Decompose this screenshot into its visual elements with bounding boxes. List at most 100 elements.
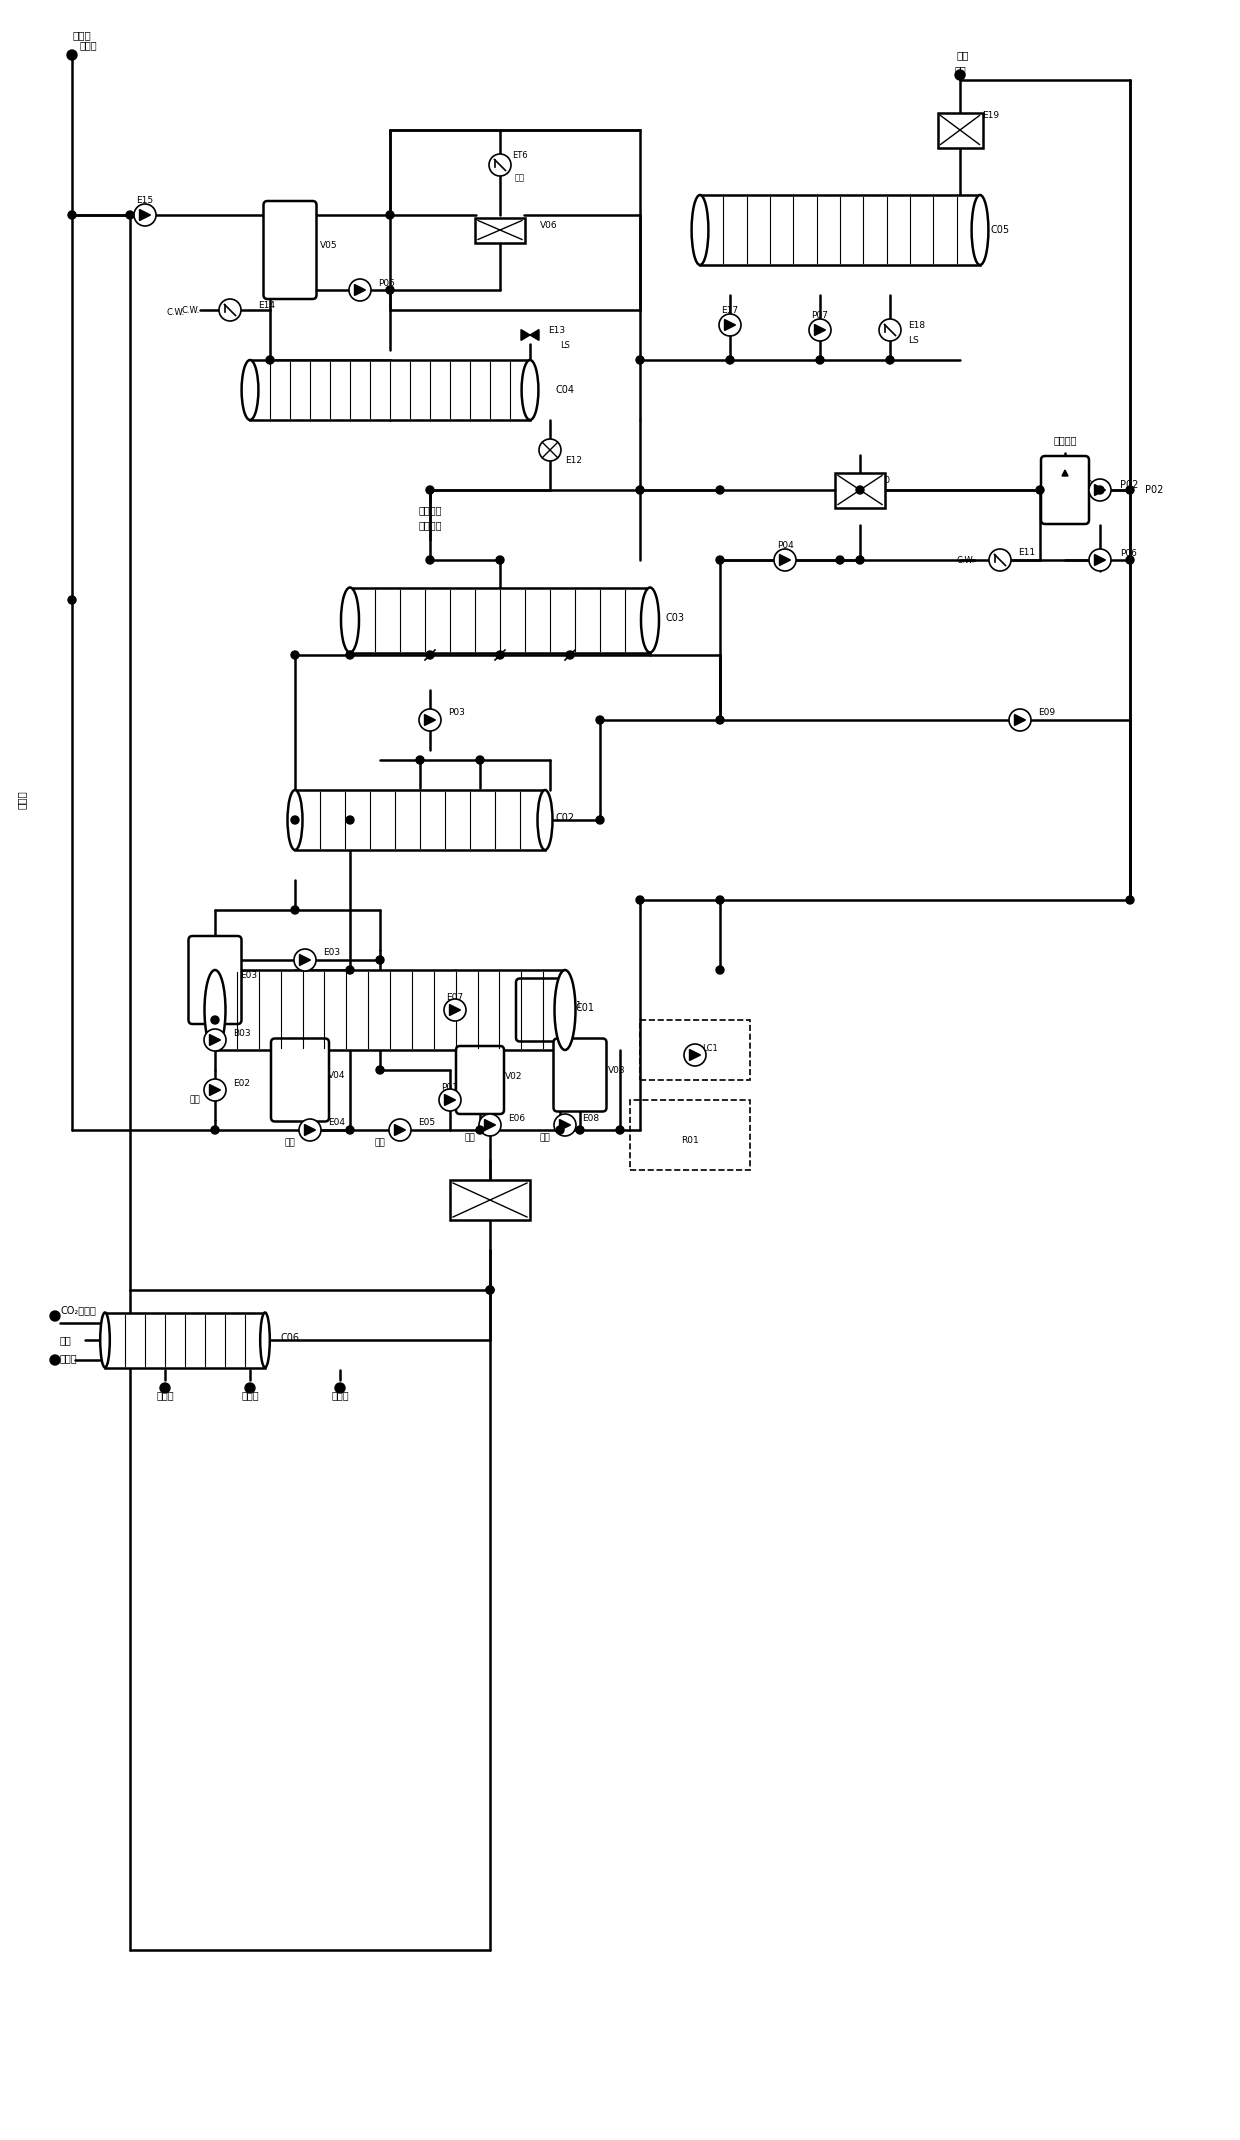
Circle shape	[205, 1079, 226, 1100]
Text: E02: E02	[233, 1079, 250, 1087]
Text: 酸性气: 酸性气	[72, 30, 91, 41]
Text: E10: E10	[873, 475, 890, 484]
Text: P02: P02	[1120, 479, 1138, 490]
Ellipse shape	[522, 360, 538, 419]
Bar	[475, 218, 525, 242]
Ellipse shape	[205, 969, 226, 1051]
FancyBboxPatch shape	[456, 1046, 503, 1115]
Circle shape	[719, 315, 742, 336]
Polygon shape	[1095, 554, 1106, 565]
Circle shape	[596, 717, 604, 723]
Circle shape	[211, 1016, 219, 1025]
Text: C.W.: C.W.	[956, 556, 975, 565]
Text: C06: C06	[280, 1333, 299, 1344]
Text: 燃料气: 燃料气	[331, 1391, 348, 1400]
Circle shape	[346, 815, 353, 824]
Polygon shape	[300, 954, 310, 965]
Circle shape	[68, 212, 76, 218]
Ellipse shape	[242, 360, 258, 419]
Text: V05: V05	[320, 240, 337, 250]
Ellipse shape	[341, 588, 360, 653]
Bar	[105, 1312, 265, 1367]
Circle shape	[476, 755, 484, 764]
Text: V01: V01	[565, 1002, 583, 1010]
Circle shape	[856, 556, 864, 565]
Polygon shape	[355, 285, 366, 295]
Bar	[295, 790, 546, 850]
Circle shape	[476, 1126, 484, 1134]
Circle shape	[346, 1126, 353, 1134]
Text: V02: V02	[505, 1072, 522, 1081]
Text: E03: E03	[241, 972, 257, 980]
Circle shape	[219, 300, 241, 321]
Circle shape	[427, 651, 434, 659]
Circle shape	[879, 319, 901, 340]
Circle shape	[346, 651, 353, 659]
Text: 燃料气: 燃料气	[242, 1391, 259, 1400]
Text: P06: P06	[1120, 548, 1137, 559]
Circle shape	[376, 957, 384, 963]
Text: P02: P02	[1145, 486, 1163, 494]
Circle shape	[1126, 486, 1135, 494]
Ellipse shape	[260, 1312, 270, 1367]
Polygon shape	[559, 1119, 570, 1130]
Circle shape	[684, 1044, 706, 1066]
Text: P04: P04	[776, 541, 794, 550]
Polygon shape	[210, 1034, 221, 1046]
Polygon shape	[724, 319, 735, 330]
Text: 废水: 废水	[957, 49, 970, 60]
Circle shape	[715, 897, 724, 903]
Text: LS: LS	[908, 336, 919, 345]
Circle shape	[486, 1286, 494, 1295]
Text: 尾气: 尾气	[60, 1335, 72, 1346]
Text: B03: B03	[233, 1029, 250, 1038]
Text: C02: C02	[556, 813, 574, 824]
Circle shape	[267, 355, 274, 364]
Bar	[391, 131, 640, 310]
Circle shape	[389, 1119, 410, 1141]
Circle shape	[67, 49, 77, 60]
Circle shape	[427, 486, 434, 494]
Circle shape	[539, 439, 560, 460]
Polygon shape	[450, 1004, 460, 1016]
Circle shape	[808, 319, 831, 340]
Text: C.W.: C.W.	[181, 306, 200, 315]
Bar	[701, 195, 980, 265]
Circle shape	[1035, 486, 1044, 494]
Polygon shape	[780, 554, 791, 565]
Circle shape	[636, 355, 644, 364]
Bar	[215, 969, 565, 1051]
Text: V03: V03	[608, 1066, 626, 1074]
Circle shape	[205, 1029, 226, 1051]
Circle shape	[596, 815, 604, 824]
Text: E03: E03	[322, 948, 340, 957]
Circle shape	[1126, 897, 1135, 903]
Polygon shape	[1061, 471, 1068, 475]
Text: 盐溶水: 盐溶水	[60, 1352, 78, 1363]
Text: 液氨: 液氨	[284, 1138, 295, 1147]
Polygon shape	[689, 1049, 701, 1061]
Circle shape	[479, 1115, 501, 1136]
Circle shape	[1089, 550, 1111, 571]
Circle shape	[246, 1382, 255, 1393]
FancyBboxPatch shape	[1042, 456, 1089, 524]
Circle shape	[715, 717, 724, 723]
FancyBboxPatch shape	[188, 935, 242, 1025]
Text: E04: E04	[329, 1117, 345, 1126]
Circle shape	[636, 486, 644, 494]
Polygon shape	[210, 1085, 221, 1096]
FancyBboxPatch shape	[264, 201, 316, 300]
Circle shape	[554, 1115, 577, 1136]
Circle shape	[439, 1089, 461, 1111]
Ellipse shape	[537, 790, 553, 850]
Polygon shape	[521, 330, 529, 340]
Bar	[450, 1179, 529, 1220]
Text: E13: E13	[548, 325, 565, 334]
Bar	[250, 360, 529, 419]
Text: 来氨: 来氨	[374, 1138, 384, 1147]
Text: E11: E11	[1018, 548, 1035, 556]
Text: E09: E09	[1038, 708, 1055, 717]
Text: E07: E07	[446, 993, 464, 1002]
Circle shape	[496, 651, 503, 659]
Text: ET6: ET6	[512, 150, 528, 160]
